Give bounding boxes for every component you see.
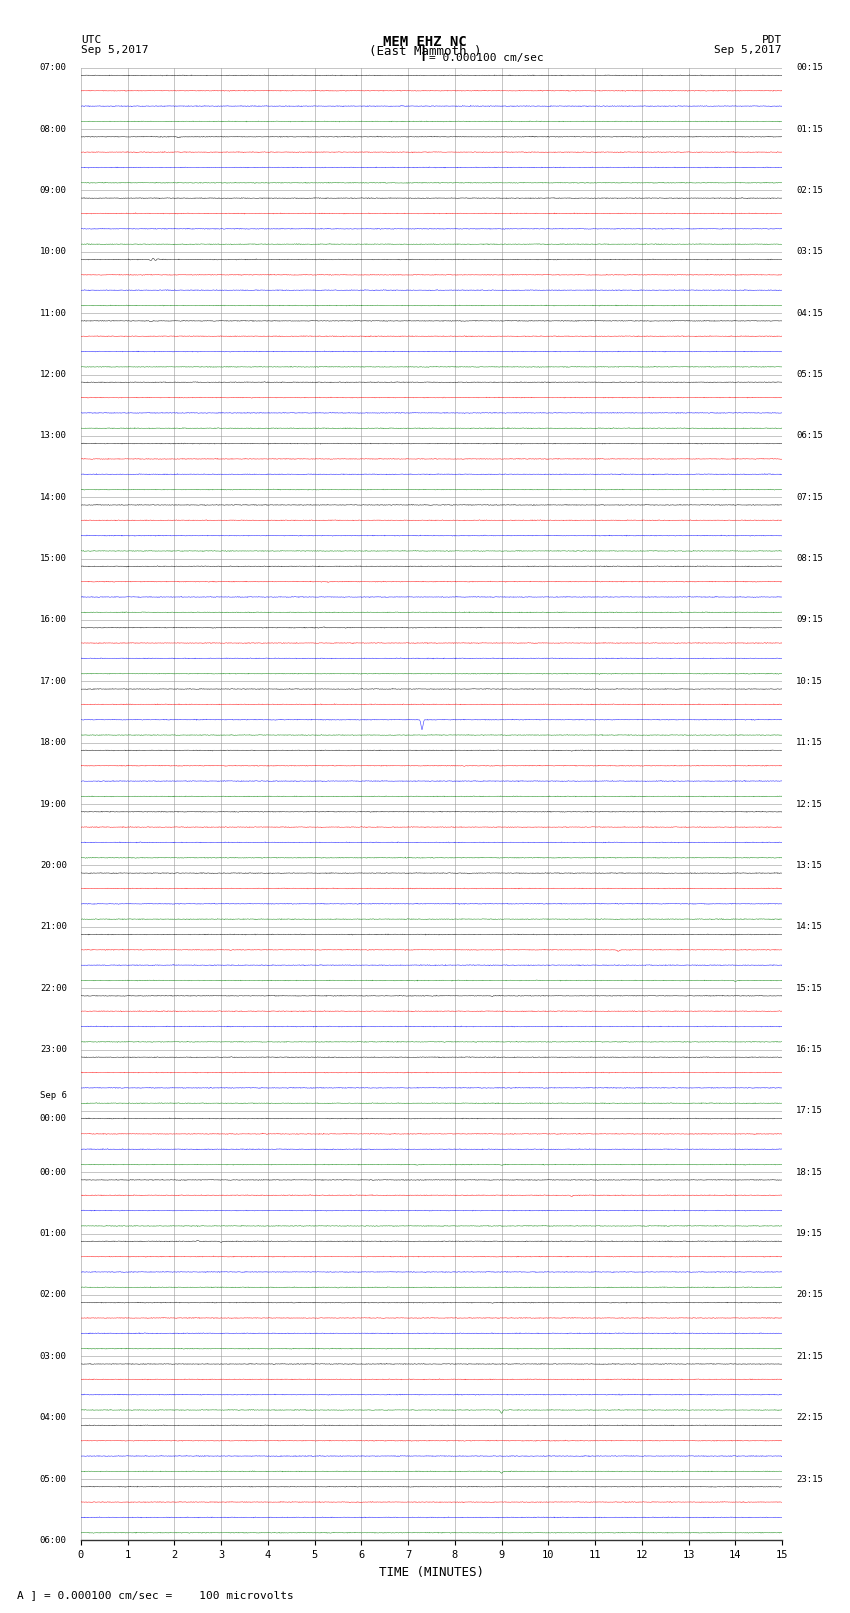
Text: 05:00: 05:00 (40, 1474, 66, 1484)
Text: 00:00: 00:00 (40, 1168, 66, 1177)
Text: 21:15: 21:15 (796, 1352, 823, 1361)
Text: 15:15: 15:15 (796, 984, 823, 992)
Text: 10:00: 10:00 (40, 247, 66, 256)
Text: 17:00: 17:00 (40, 677, 66, 686)
Text: 06:00: 06:00 (40, 1536, 66, 1545)
Text: (East Mammoth ): (East Mammoth ) (369, 45, 481, 58)
Text: 03:00: 03:00 (40, 1352, 66, 1361)
Text: 10:15: 10:15 (796, 677, 823, 686)
Text: 08:15: 08:15 (796, 555, 823, 563)
Text: 01:00: 01:00 (40, 1229, 66, 1239)
Text: Sep 5,2017: Sep 5,2017 (715, 45, 782, 55)
Text: 18:00: 18:00 (40, 739, 66, 747)
Text: 15:00: 15:00 (40, 555, 66, 563)
Text: 04:15: 04:15 (796, 308, 823, 318)
Text: 19:00: 19:00 (40, 800, 66, 808)
Text: 07:15: 07:15 (796, 494, 823, 502)
Text: 09:00: 09:00 (40, 185, 66, 195)
Text: 11:15: 11:15 (796, 739, 823, 747)
Text: 13:15: 13:15 (796, 861, 823, 869)
Text: 12:00: 12:00 (40, 369, 66, 379)
Text: 01:15: 01:15 (796, 124, 823, 134)
Text: = 0.000100 cm/sec: = 0.000100 cm/sec (429, 53, 544, 63)
Text: 20:00: 20:00 (40, 861, 66, 869)
Text: PDT: PDT (762, 35, 782, 45)
Text: 09:15: 09:15 (796, 616, 823, 624)
Text: 11:00: 11:00 (40, 308, 66, 318)
Text: 02:15: 02:15 (796, 185, 823, 195)
Text: 14:00: 14:00 (40, 494, 66, 502)
Text: 14:15: 14:15 (796, 923, 823, 931)
Text: 17:15: 17:15 (796, 1107, 823, 1115)
Text: 16:00: 16:00 (40, 616, 66, 624)
Text: 02:00: 02:00 (40, 1290, 66, 1300)
Text: 21:00: 21:00 (40, 923, 66, 931)
Text: 07:00: 07:00 (40, 63, 66, 73)
Text: 20:15: 20:15 (796, 1290, 823, 1300)
Text: 04:00: 04:00 (40, 1413, 66, 1423)
Text: MEM EHZ NC: MEM EHZ NC (383, 35, 467, 50)
Text: 22:00: 22:00 (40, 984, 66, 992)
Text: 16:15: 16:15 (796, 1045, 823, 1053)
Text: UTC: UTC (81, 35, 101, 45)
Text: 00:00: 00:00 (40, 1115, 66, 1123)
Text: Sep 5,2017: Sep 5,2017 (81, 45, 148, 55)
Text: 23:00: 23:00 (40, 1045, 66, 1053)
Text: 00:15: 00:15 (796, 63, 823, 73)
Text: 08:00: 08:00 (40, 124, 66, 134)
Text: 03:15: 03:15 (796, 247, 823, 256)
Text: 22:15: 22:15 (796, 1413, 823, 1423)
Text: Sep 6: Sep 6 (40, 1090, 66, 1100)
Text: 05:15: 05:15 (796, 369, 823, 379)
Text: 23:15: 23:15 (796, 1474, 823, 1484)
X-axis label: TIME (MINUTES): TIME (MINUTES) (379, 1566, 484, 1579)
Text: 19:15: 19:15 (796, 1229, 823, 1239)
Text: 13:00: 13:00 (40, 431, 66, 440)
Text: 06:15: 06:15 (796, 431, 823, 440)
Text: 18:15: 18:15 (796, 1168, 823, 1177)
Text: |: | (418, 45, 427, 61)
Text: A ] = 0.000100 cm/sec =    100 microvolts: A ] = 0.000100 cm/sec = 100 microvolts (17, 1590, 294, 1600)
Text: 12:15: 12:15 (796, 800, 823, 808)
